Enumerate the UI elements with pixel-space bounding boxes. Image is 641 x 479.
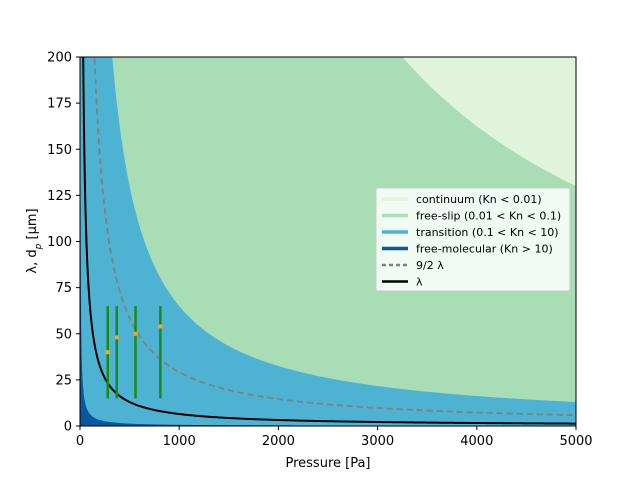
series-line-lambda bbox=[82, 57, 576, 425]
x-tick-label: 2000 bbox=[262, 434, 295, 449]
x-axis: 0 1000 2000 3000 4000 5000 bbox=[76, 426, 593, 449]
x-tick-label: 1000 bbox=[163, 434, 196, 449]
legend-entry-label: continuum (Kn < 0.01) bbox=[416, 193, 542, 206]
legend-entry-label: transition (0.1 < Kn < 10) bbox=[416, 226, 559, 239]
x-tick-label: 0 bbox=[76, 434, 84, 449]
x-tick-label: 4000 bbox=[460, 434, 493, 449]
y-tick-label: 200 bbox=[47, 51, 72, 66]
x-axis-label: Pressure [Pa] bbox=[285, 456, 370, 471]
y-tick-label: 175 bbox=[47, 97, 72, 112]
y-tick-label: 75 bbox=[55, 281, 72, 296]
series-line-9-2-lambda bbox=[93, 57, 576, 417]
legend-entry-label: free-molecular (Kn > 10) bbox=[416, 243, 553, 256]
y-tick-label: 50 bbox=[55, 327, 72, 342]
legend-entry-label: 9/2 λ bbox=[416, 259, 444, 272]
data-point-4 bbox=[158, 324, 163, 329]
x-tick-label: 5000 bbox=[559, 434, 592, 449]
y-tick-label: 0 bbox=[64, 420, 72, 435]
legend-entry-label: λ bbox=[416, 276, 423, 289]
legend-entry-label: free-slip (0.01 < Kn < 0.1) bbox=[416, 210, 561, 223]
y-tick-label: 100 bbox=[47, 235, 72, 250]
legend-box bbox=[375, 187, 571, 292]
y-tick-label: 25 bbox=[55, 373, 72, 388]
region-transition bbox=[80, 57, 576, 426]
x-tick-label: 3000 bbox=[361, 434, 394, 449]
legend: continuum (Kn < 0.01) free-slip (0.01 < K… bbox=[375, 187, 571, 292]
y-axis-label: λ, dp [μm] bbox=[25, 208, 44, 273]
data-point-3 bbox=[133, 331, 138, 336]
data-point-2 bbox=[114, 335, 119, 340]
y-tick-label: 125 bbox=[47, 189, 72, 204]
data-point-1 bbox=[105, 350, 110, 355]
y-tick-label: 150 bbox=[47, 143, 72, 158]
y-axis: 0 25 50 75 100 125 150 175 200 bbox=[47, 51, 80, 435]
